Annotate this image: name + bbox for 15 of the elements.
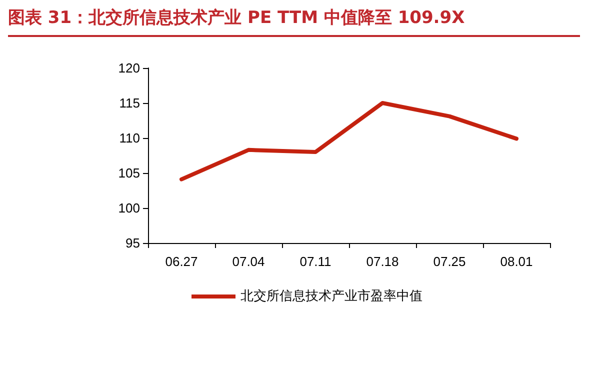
x-tick-label: 08.01 <box>500 254 533 269</box>
x-tick-label: 07.25 <box>433 254 466 269</box>
y-tick-label: 100 <box>118 200 140 216</box>
y-tick-label: 105 <box>118 166 140 180</box>
x-tick-label: 07.11 <box>300 254 332 269</box>
legend-label: 北交所信息技术产业市盈率中值 <box>240 288 422 304</box>
y-tick-label: 115 <box>119 96 140 110</box>
y-tick-label: 110 <box>119 130 140 146</box>
y-tick-label: 95 <box>126 236 140 250</box>
x-tick-label: 07.04 <box>232 254 265 269</box>
x-tick-label: 06.27 <box>165 254 198 269</box>
line-series <box>180 101 518 182</box>
y-tick-label: 120 <box>118 60 140 76</box>
x-tick-label: 07.18 <box>366 254 399 269</box>
chart-title: 图表 31：北交所信息技术产业 PE TTM 中值降至 109.9X <box>8 6 580 37</box>
